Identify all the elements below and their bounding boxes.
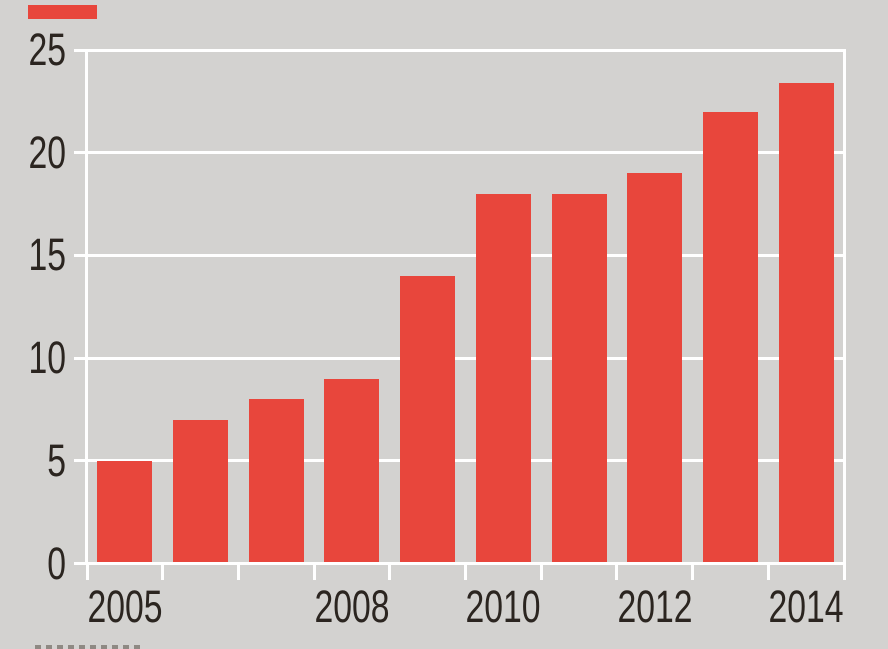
bar-2012 [627,173,683,565]
bar-2005 [97,460,153,565]
bar-2009 [400,275,456,565]
y-axis-label: 5 [47,434,66,486]
x-axis-tick [312,565,316,580]
x-axis-label: 2008 [314,581,390,632]
cropped-text-fragment [35,645,145,649]
x-axis-tick [766,565,770,580]
y-axis-label: 15 [28,229,66,281]
x-axis-tick [691,565,695,580]
x-axis-label: 2012 [617,581,693,632]
gridline-5 [74,459,846,463]
x-axis-tick [539,565,543,580]
gridline-20 [74,151,846,155]
x-axis-tick [615,565,619,580]
bar-2008 [324,378,380,565]
bar-2011 [551,193,607,565]
x-axis-tick [236,565,240,580]
gridline-15 [74,253,846,257]
bar-2013 [702,111,758,565]
x-axis-label: 2014 [768,581,844,632]
x-axis-tick [85,565,89,580]
x-axis-tick [464,565,467,580]
y-axis-label: 10 [28,332,66,384]
gridline-25 [74,48,846,52]
y-axis-line [85,48,89,565]
x-axis-tick [842,565,846,580]
plot-right-border [842,48,846,565]
bar-2007 [248,399,304,565]
x-axis-tick [161,565,165,580]
x-axis-tick [388,565,392,580]
x-axis-label: 2005 [87,581,163,632]
x-axis-label: 2010 [465,581,541,632]
cropped-red-element-fragment [28,5,97,19]
y-axis-label: 0 [47,537,66,589]
y-axis-label: 25 [28,24,66,75]
bar-2006 [173,419,229,565]
y-axis-label: 20 [28,126,66,178]
bar-2010 [475,193,531,565]
gridline-10 [74,356,846,360]
gridline-0 [74,562,846,565]
bar-2014 [778,82,834,565]
